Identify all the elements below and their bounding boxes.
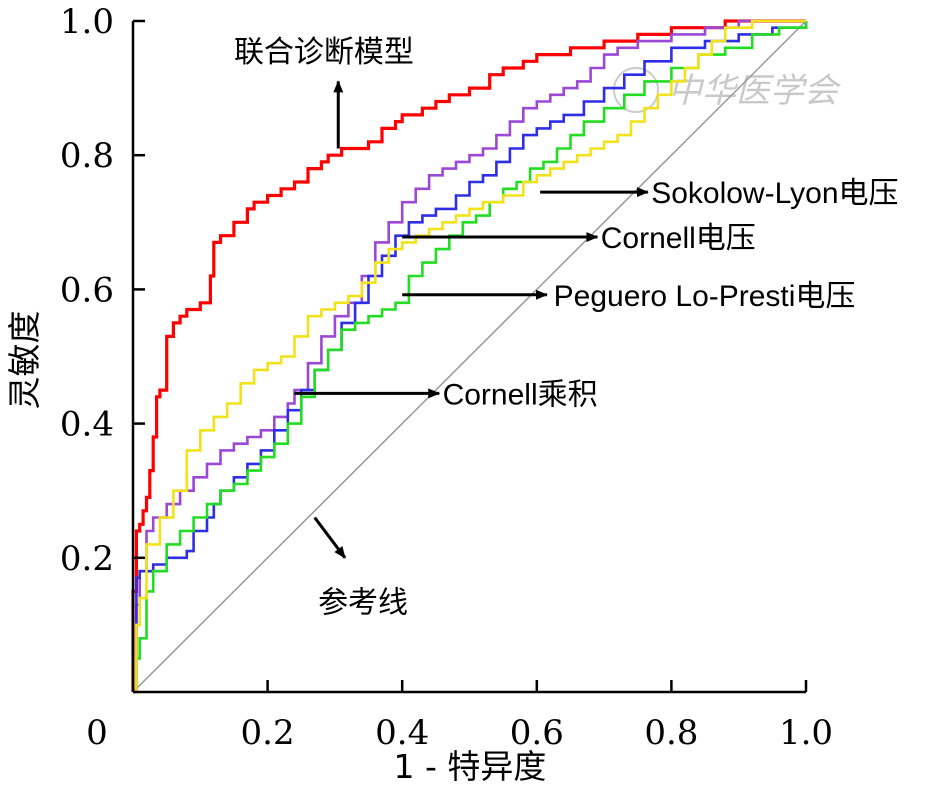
annotation-arrow xyxy=(313,516,347,559)
x-tick-label: 0.8 xyxy=(644,713,698,753)
annotation-label: 联合诊断模型 xyxy=(234,35,414,70)
series-line-5 xyxy=(132,20,807,693)
y-tick-label: 0.4 xyxy=(60,405,114,445)
watermark-text: 中华医学会 xyxy=(668,71,842,111)
y-tick-label: 0.6 xyxy=(60,270,114,310)
x-tick-label: 0.2 xyxy=(241,713,295,753)
y-tick-label: 0.8 xyxy=(60,136,114,176)
series-line-1 xyxy=(133,19,806,694)
series-line-0 xyxy=(131,19,806,692)
annotation-label: 参考线 xyxy=(318,585,408,620)
watermark: 中华医学会 xyxy=(613,67,842,113)
annotation-label: Peguero Lo-Presti电压 xyxy=(554,280,856,313)
watermark-seal-icon xyxy=(613,67,659,113)
x-tick-label: 0 xyxy=(86,713,108,753)
series-line-2 xyxy=(133,21,808,694)
y-tick-label: 1.0 xyxy=(60,2,114,42)
x-tick-label: 1.0 xyxy=(779,713,833,753)
y-axis-title: 灵敏度 xyxy=(5,311,44,410)
annotation-label: Cornell乘积 xyxy=(443,378,598,411)
x-tick-label: 0.6 xyxy=(510,713,564,753)
x-axis-title: 1 - 特异度 xyxy=(394,747,547,786)
y-tick-label: 0.2 xyxy=(60,539,114,579)
annotation-label: Cornell电压 xyxy=(601,222,756,255)
annotation-label: Sokolow-Lyon电压 xyxy=(651,177,898,210)
series-line-3 xyxy=(133,21,808,694)
x-tick-label: 0.4 xyxy=(375,713,429,753)
